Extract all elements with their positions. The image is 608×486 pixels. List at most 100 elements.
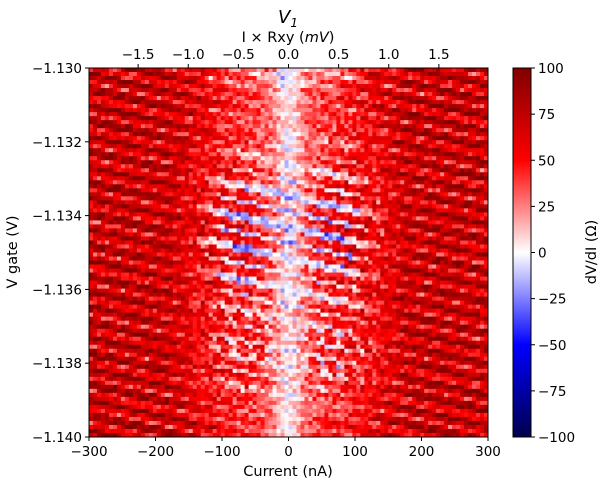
heatmap-cell [344,104,349,109]
heatmap-cell [328,108,333,113]
heatmap-cell [212,216,218,222]
heatmap-cell [484,116,488,121]
heatmap-cell [368,248,373,254]
heatmap-cell [256,228,262,234]
heatmap-cell [264,100,270,105]
heatmap-cell [284,212,290,217]
heatmap-cell [388,212,393,217]
heatmap-cell [428,212,433,217]
heatmap-cell [136,228,142,234]
heatmap-cell [280,72,286,77]
heatmap-cell [472,204,477,209]
heatmap-cell [340,256,345,262]
heatmap-cell [468,140,473,145]
heatmap-cell [140,176,146,181]
heatmap-cell [412,132,417,137]
heatmap-cell [204,180,210,185]
heatmap-cell [344,76,349,81]
heatmap-cell [96,80,102,85]
heatmap-cell [96,164,102,169]
heatmap-cell [200,176,206,181]
heatmap-cell [460,204,465,209]
heatmap-cell [288,116,294,121]
heatmap-cell [476,196,481,201]
heatmap-cell [96,176,102,181]
heatmap-cell [440,84,445,89]
heatmap-cell [276,140,282,145]
heatmap-cell [304,104,310,109]
heatmap-cell [120,220,126,226]
heatmap-cell [404,136,409,141]
heatmap-cell [252,104,258,109]
heatmap-cell [484,140,488,145]
heatmap-cell [132,116,138,121]
heatmap-cell [472,252,477,258]
heatmap-cell [312,148,318,153]
heatmap-cell [196,76,202,81]
heatmap-cell [92,236,98,242]
heatmap-cell [252,116,258,121]
heatmap-cell [340,212,345,217]
heatmap-cell [192,176,198,181]
heatmap-cell [420,112,425,117]
heatmap-cell [424,232,429,238]
heatmap-cell [436,168,441,173]
heatmap-cell [432,124,437,129]
heatmap-cell [396,200,401,205]
heatmap-cell [324,224,329,230]
heatmap-cell [172,188,178,193]
heatmap-cell [320,84,326,89]
heatmap-cell [156,176,162,181]
heatmap-cell [272,136,278,141]
heatmap-cell [460,160,465,165]
heatmap-cell [260,140,266,145]
heatmap-cell [176,176,182,181]
heatmap-cell [316,136,322,141]
heatmap-cell [176,224,182,230]
heatmap-cell [228,108,234,113]
heatmap-cell [244,192,250,197]
heatmap-cell [304,160,310,165]
heatmap-cell [264,148,270,153]
heatmap-cell [336,120,341,125]
heatmap-cell [320,240,326,246]
heatmap-cell [104,148,110,153]
heatmap-cell [100,184,106,189]
heatmap-cell [368,128,373,133]
heatmap-cell [180,152,186,157]
heatmap-cell [144,84,150,89]
heatmap-cell [364,80,369,85]
heatmap-cell [204,184,210,189]
heatmap-cell [148,180,154,185]
heatmap-cell [89,88,94,93]
heatmap-cell [440,252,445,258]
heatmap-cell [156,220,162,226]
heatmap-cell [280,216,286,222]
heatmap-cell [128,68,134,73]
heatmap-cell [272,212,278,217]
heatmap-cell [292,240,298,246]
heatmap-cell [476,132,481,137]
heatmap-cell [484,72,488,77]
heatmap-cell [408,100,413,105]
heatmap-cell [296,264,302,270]
heatmap-cell [120,256,126,262]
heatmap-cell [308,168,314,173]
heatmap-cell [144,232,150,238]
heatmap-cell [408,180,413,185]
heatmap-cell [140,264,146,270]
heatmap-cell [412,108,417,113]
heatmap-cell [200,256,206,262]
heatmap-cell [384,212,389,217]
heatmap-cell [160,172,166,177]
heatmap-cell [244,92,250,97]
heatmap-cell [208,112,214,117]
heatmap-cell [260,220,266,226]
heatmap-cell [308,140,314,145]
heatmap-cell [124,208,130,213]
heatmap-cell [284,88,290,93]
heatmap-cell [208,160,214,165]
heatmap-cell [144,148,150,153]
heatmap-cell [372,116,377,121]
heatmap-cell [416,140,421,145]
